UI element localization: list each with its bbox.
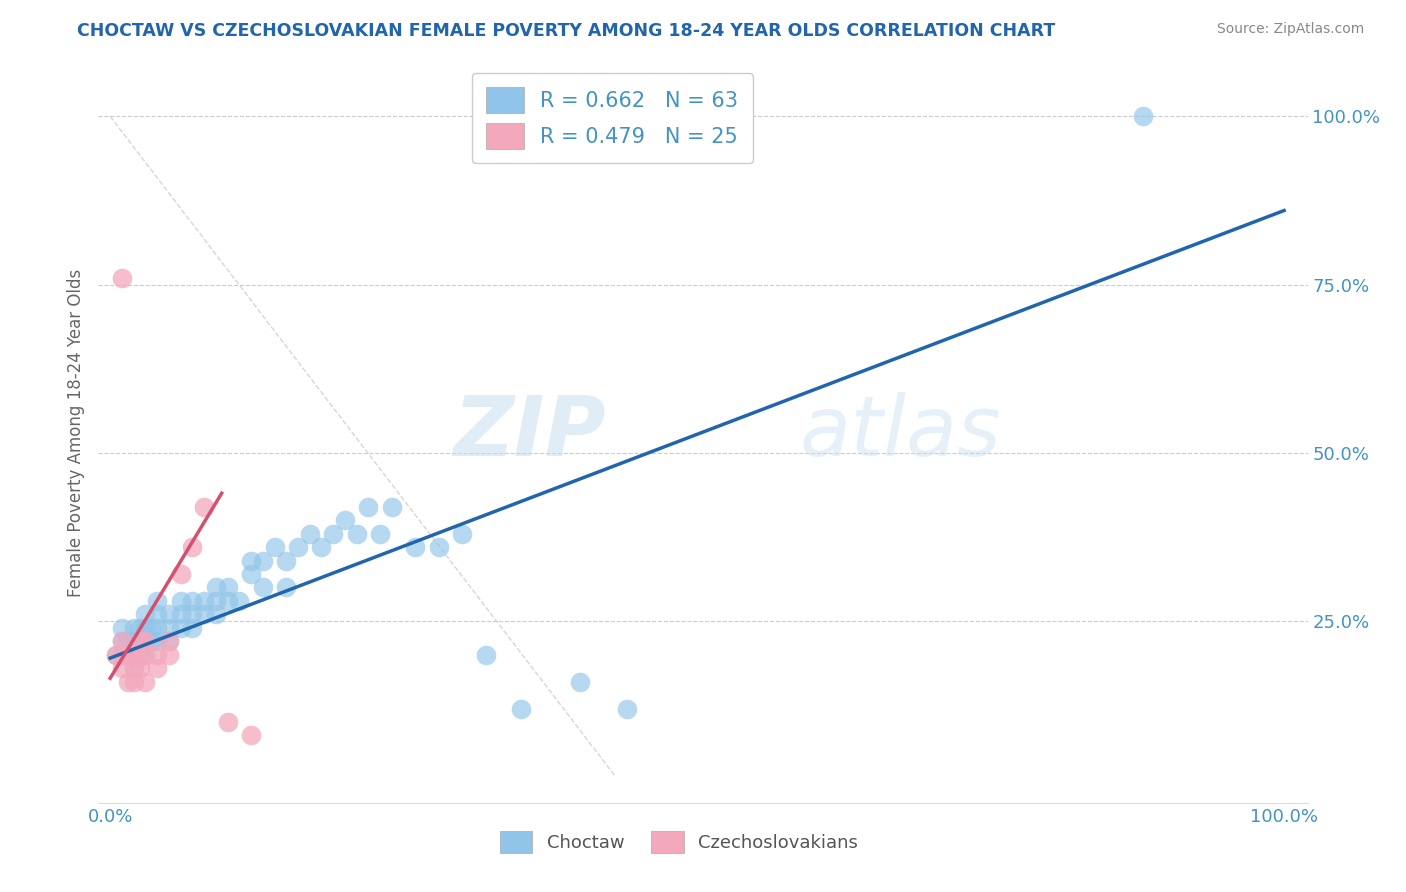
Point [146, 621, 169, 635]
Point [122, 674, 145, 689]
Point [146, 648, 169, 662]
Point [134, 607, 156, 622]
Point [510, 701, 533, 715]
Text: CHOCTAW VS CZECHOSLOVAKIAN FEMALE POVERTY AMONG 18-24 YEAR OLDS CORRELATION CHAR: CHOCTAW VS CZECHOSLOVAKIAN FEMALE POVERT… [77, 22, 1056, 40]
Point [475, 648, 498, 662]
Point [157, 621, 180, 635]
Y-axis label: Female Poverty Among 18-24 Year Olds: Female Poverty Among 18-24 Year Olds [66, 268, 84, 597]
Point [169, 607, 191, 622]
Point [169, 566, 191, 581]
Point [193, 594, 215, 608]
Point [217, 581, 239, 595]
Point [240, 729, 263, 743]
Point [134, 621, 156, 635]
Point [122, 634, 145, 648]
Point [568, 674, 591, 689]
Point [193, 607, 215, 622]
Point [1132, 109, 1154, 123]
Point [157, 634, 180, 648]
Point [181, 607, 204, 622]
Point [240, 553, 263, 567]
Point [111, 661, 134, 675]
Point [117, 648, 139, 662]
Text: atlas: atlas [800, 392, 1001, 473]
Point [141, 621, 163, 635]
Point [157, 648, 180, 662]
Point [404, 540, 426, 554]
Point [128, 648, 150, 662]
Text: Source: ZipAtlas.com: Source: ZipAtlas.com [1216, 22, 1364, 37]
Point [122, 661, 145, 675]
Point [181, 540, 204, 554]
Point [368, 526, 391, 541]
Point [346, 526, 368, 541]
Point [451, 526, 474, 541]
Point [311, 540, 333, 554]
Point [157, 607, 180, 622]
Point [157, 634, 180, 648]
Point [134, 648, 156, 662]
Point [204, 607, 226, 622]
Point [134, 634, 156, 648]
Point [146, 607, 169, 622]
Point [111, 634, 134, 648]
Point [122, 621, 145, 635]
Point [204, 581, 226, 595]
Point [146, 594, 169, 608]
Point [128, 634, 150, 648]
Point [322, 526, 344, 541]
Legend: Choctaw, Czechoslovakians: Choctaw, Czechoslovakians [492, 824, 865, 861]
Point [181, 594, 204, 608]
Point [105, 648, 128, 662]
Point [427, 540, 450, 554]
Point [146, 634, 169, 648]
Point [122, 648, 145, 662]
Point [117, 648, 139, 662]
Point [357, 500, 380, 514]
Point [134, 648, 156, 662]
Point [217, 594, 239, 608]
Point [217, 714, 239, 729]
Point [252, 553, 274, 567]
Point [111, 621, 134, 635]
Point [616, 701, 638, 715]
Point [128, 648, 150, 662]
Point [134, 634, 156, 648]
Point [193, 500, 215, 514]
Point [128, 634, 150, 648]
Point [111, 270, 134, 285]
Point [169, 621, 191, 635]
Point [276, 553, 298, 567]
Point [228, 594, 250, 608]
Point [146, 661, 169, 675]
Point [169, 594, 191, 608]
Point [204, 594, 226, 608]
Point [105, 648, 128, 662]
Point [333, 513, 356, 527]
Point [117, 674, 139, 689]
Point [263, 540, 285, 554]
Point [381, 500, 404, 514]
Point [287, 540, 309, 554]
Point [141, 634, 163, 648]
Point [117, 634, 139, 648]
Point [252, 581, 274, 595]
Point [181, 621, 204, 635]
Point [128, 621, 150, 635]
Point [122, 648, 145, 662]
Point [276, 581, 298, 595]
Point [128, 661, 150, 675]
Point [122, 661, 145, 675]
Point [111, 648, 134, 662]
Point [298, 526, 321, 541]
Point [240, 566, 263, 581]
Point [134, 674, 156, 689]
Point [111, 634, 134, 648]
Text: ZIP: ZIP [454, 392, 606, 473]
